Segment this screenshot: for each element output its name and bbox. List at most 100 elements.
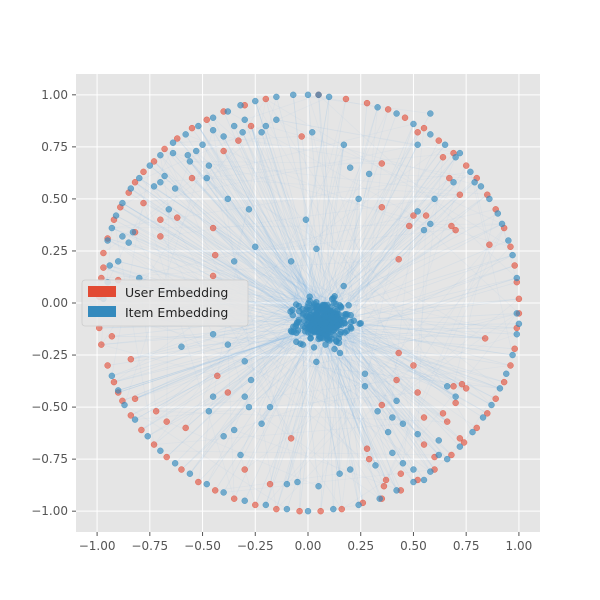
connection-line [139,177,314,335]
connection-line [206,109,389,485]
connection-line [286,316,355,510]
user-point [481,335,489,342]
y-tick-label: −0.25 [31,348,68,362]
legend-box [81,279,249,327]
legend-swatch-user [88,286,116,297]
item-point [114,258,122,265]
connection-line [326,194,488,328]
connection-line [334,327,517,331]
y-tick-label: 0.00 [41,296,68,310]
x-tick-label: 0.25 [347,539,374,553]
item-cluster-point [299,341,307,348]
connection-line [111,223,503,229]
connection-line [147,328,322,437]
item-point [121,401,128,409]
connection-line [310,319,419,481]
user-point [456,435,464,442]
user-point [247,122,255,130]
connection-line [385,244,490,481]
connection-line [341,479,387,510]
connection-line [134,96,330,183]
connection-line [366,227,505,449]
connection-line [160,236,322,313]
item-point [452,393,459,400]
connection-line [244,324,317,470]
connection-line [134,323,334,400]
item-point [108,224,116,232]
connection-line [168,208,325,318]
connection-line [298,321,319,487]
connection-line [234,429,401,491]
item-point [241,497,248,505]
connection-line [124,404,288,510]
connection-line [213,333,501,389]
item-point [340,141,348,149]
connection-line [254,100,330,336]
user-point [422,212,430,219]
connection-line [176,138,334,312]
connection-line [135,392,418,420]
connection-line [223,150,320,333]
item-point [467,168,474,176]
connection-line [302,132,419,330]
connection-line [113,219,315,323]
item-point [505,237,512,244]
item-point [361,370,369,378]
connection-line [342,318,364,503]
item-cluster-point [308,326,315,334]
connection-line [453,209,497,387]
user-point [443,418,451,425]
connection-line [342,312,397,491]
item-point [486,195,493,203]
item-point [494,210,502,217]
connection-line [197,125,435,470]
item-point [456,149,464,157]
legend-label-item: Item Embedding [125,305,228,320]
item-point [245,403,253,411]
connection-line [250,125,316,319]
connection-line [153,186,347,323]
item-point [184,151,192,159]
user-point [195,478,202,486]
item-cluster-point [326,337,333,344]
x-tick-label: −0.50 [184,539,221,553]
connection-line [111,171,471,229]
item-point [308,129,316,136]
connection-line [318,313,520,365]
connection-line [143,202,338,309]
connection-line [189,161,383,406]
y-tick-label: 0.75 [41,140,68,154]
connection-line [101,344,218,377]
connection-line [327,177,450,338]
item-cluster-point [330,299,338,306]
connection-line [143,202,235,499]
connection-line [227,315,304,346]
item-point [289,91,297,99]
x-tick-label: −0.75 [131,539,168,553]
item-point [414,208,421,215]
connection-line [417,215,427,435]
user-point [452,226,459,234]
user-point [98,341,105,348]
connection-line [318,94,333,326]
item-point [410,120,417,128]
connection-line [327,320,448,422]
connection-line [327,313,517,329]
connection-line [122,202,320,320]
connection-line [292,94,315,313]
user-point [397,470,405,477]
user-point [473,424,480,432]
connection-line [233,96,277,262]
item-point [420,476,428,484]
connection-line [189,306,308,474]
connection-line [275,319,338,510]
user-point [161,145,168,153]
connection-line [113,329,305,383]
connection-line [331,323,360,505]
connection-line [324,337,448,387]
connection-line [308,326,383,499]
user-point [384,106,392,113]
connection-line [322,198,359,313]
item-point [336,470,343,477]
item-point [346,164,354,171]
